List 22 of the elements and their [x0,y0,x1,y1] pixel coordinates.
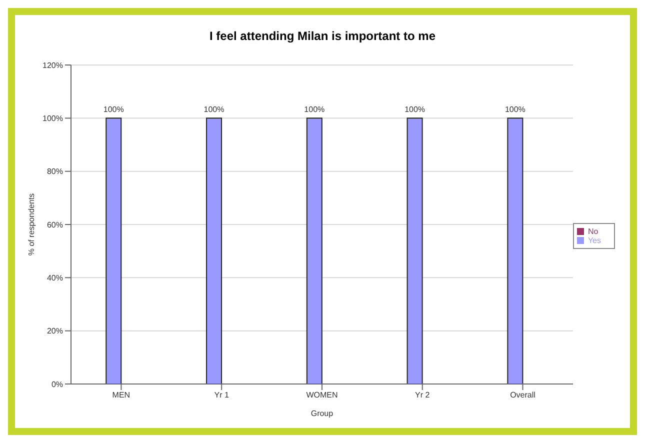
data-label: 100% [404,105,426,114]
x-tick-label: Yr 1 [214,390,230,400]
y-tick-label: 100% [42,114,63,124]
data-label: 100% [504,105,526,114]
x-tick-label: MEN [112,390,130,400]
y-tick-label: 120% [42,60,63,70]
legend-label: No [588,226,598,236]
y-axis-title: % of respondents [26,193,36,256]
y-tick-label: 60% [46,220,63,230]
y-tick-label: 80% [46,167,63,176]
data-label: 100% [304,105,325,114]
legend-label: Yes [588,236,601,244]
y-tick-label: 20% [46,326,63,336]
y-tick-label: 0% [51,380,63,389]
x-axis-title: Group [310,409,334,418]
x-tick-label: Yr 2 [415,390,430,400]
y-tick-label: 40% [46,274,63,283]
data-label: 100% [204,105,224,114]
x-tick-label: Overall [510,390,536,400]
chart-title: I feel attending Milan is important to me [208,29,437,43]
data-label: 100% [103,105,124,114]
x-tick-label: WOMEN [306,390,338,400]
